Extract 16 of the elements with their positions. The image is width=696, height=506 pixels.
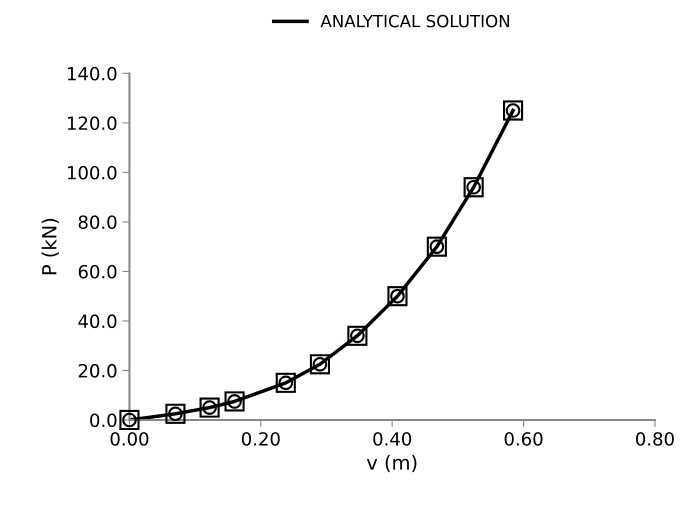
- y-tick-label: 80.0: [78, 215, 116, 230]
- y-tick-label: 140.0: [68, 66, 116, 80]
- x-tick-label: 0.00: [110, 432, 148, 446]
- y-tick-label: 120.0: [68, 116, 116, 130]
- y-tick-label: 40.0: [78, 314, 116, 328]
- y-tick-label: 100.0: [68, 166, 116, 180]
- y-tick-label: 60.0: [78, 264, 116, 279]
- x-axis-title: v (m): [366, 454, 416, 472]
- y-tick-label: 20.0: [78, 364, 116, 378]
- legend-label: ANALYTICAL SOLUTION: [320, 14, 510, 28]
- x-tick-label: 0.80: [636, 432, 674, 446]
- x-tick-label: 0.60: [504, 432, 542, 446]
- y-axis-title: P (kN): [42, 218, 59, 274]
- y-tick-label: 0.0: [90, 413, 116, 428]
- x-tick-label: 0.40: [373, 432, 412, 446]
- x-tick-label: 0.20: [242, 432, 280, 446]
